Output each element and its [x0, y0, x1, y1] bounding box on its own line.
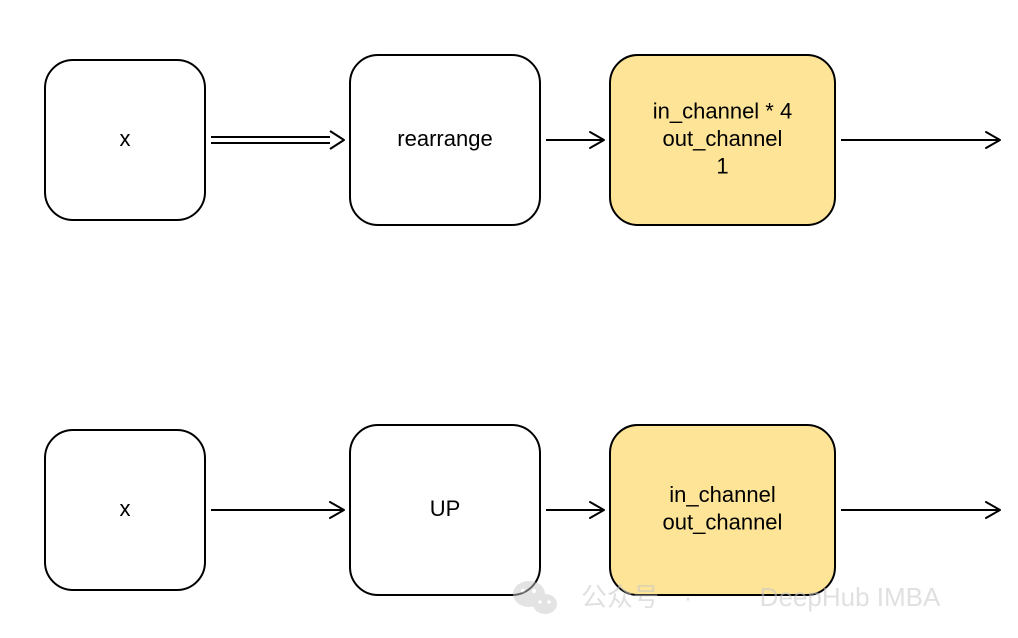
node-label: UP	[430, 496, 461, 521]
node-label: x	[120, 496, 131, 521]
node-label: out_channel	[663, 126, 783, 151]
node-label: out_channel	[663, 510, 783, 535]
node-label: 1	[716, 153, 728, 178]
node-label: x	[120, 126, 131, 151]
svg-text:DeepHub IMBA: DeepHub IMBA	[760, 582, 941, 612]
svg-text:·: ·	[684, 582, 693, 612]
node-label: in_channel	[669, 482, 775, 507]
node-label: rearrange	[397, 126, 492, 151]
svg-text:公众号: 公众号	[581, 582, 659, 612]
node-label: in_channel * 4	[653, 98, 792, 123]
